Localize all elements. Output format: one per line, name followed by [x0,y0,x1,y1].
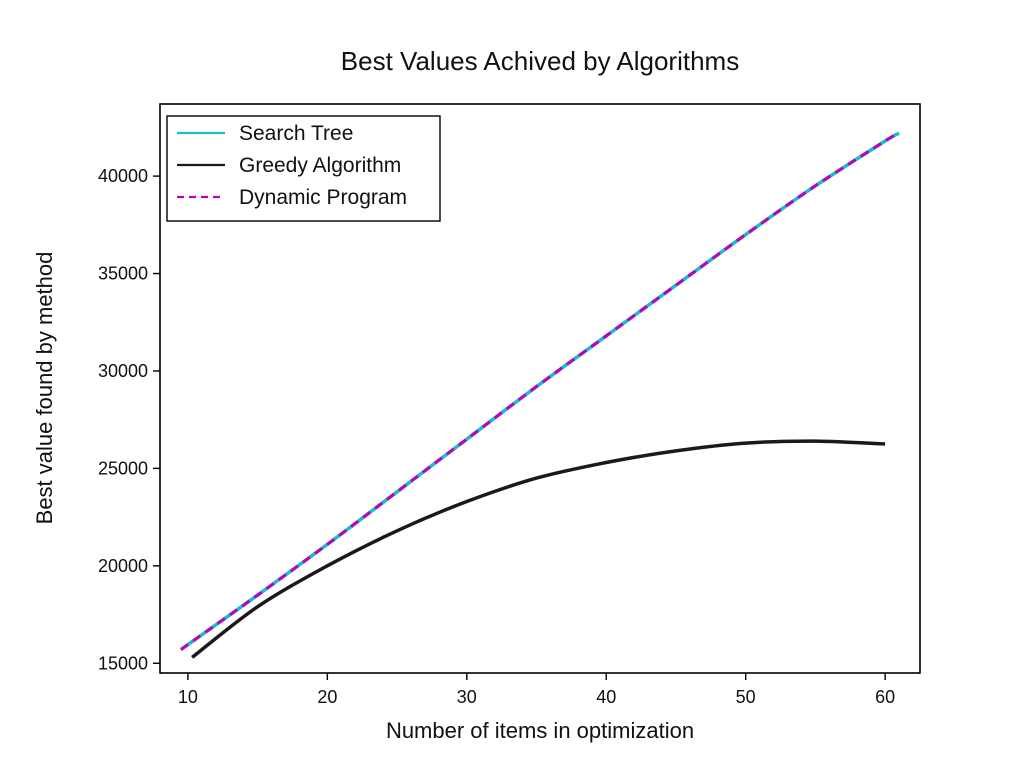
x-tick-label: 40 [596,687,616,707]
y-tick-label: 25000 [98,458,148,478]
x-tick-label: 60 [875,687,895,707]
y-tick-label: 30000 [98,361,148,381]
chart-title: Best Values Achived by Algorithms [341,46,739,76]
series-line-greedy-algorithm [191,439,886,659]
axes: 10 20 30 40 50 60 15000 20000 25000 30000 35000 400… [98,103,921,707]
series-layer [179,131,900,659]
legend-label-dynamic-program: Dynamic Program [239,186,407,209]
x-tick-label: 10 [178,687,198,707]
x-tick-label: 30 [457,687,477,707]
x-axis-label: Number of items in optimization [386,718,694,743]
x-tick-label: 20 [317,687,337,707]
y-tick-label: 40000 [98,166,148,186]
y-tick-label: 15000 [98,653,148,673]
legend: Search Tree Greedy Algorithm Dynamic Progr… [166,115,441,222]
y-tick-label: 20000 [98,556,148,576]
y-axis-label: Best value found by method [32,252,57,525]
plot-frame [159,103,921,674]
legend-label-search-tree: Search Tree [239,122,353,145]
series-line-dynamic-program [180,131,900,651]
y-tick-label: 35000 [98,264,148,284]
x-tick-label: 50 [736,687,756,707]
legend-label-greedy-algorithm: Greedy Algorithm [239,154,401,177]
